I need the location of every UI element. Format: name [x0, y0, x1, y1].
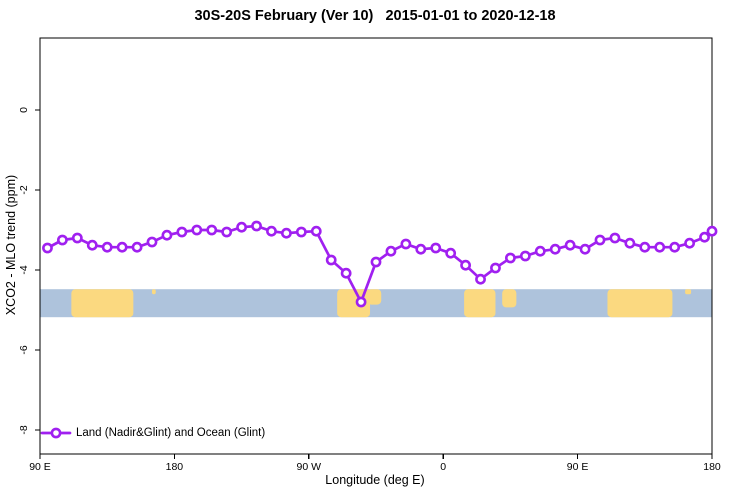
- land-patch-south-america-east: [367, 289, 382, 305]
- series-marker: [594, 234, 606, 246]
- y-axis-label: XCO2 - MLO trend (ppm): [4, 174, 18, 316]
- x-tick-label-1: 180: [166, 461, 184, 473]
- series-marker: [519, 250, 531, 262]
- x-tick-label-5: 180: [703, 461, 721, 473]
- series-marker: [445, 247, 457, 259]
- series-marker: [699, 231, 710, 243]
- series-marker: [251, 220, 262, 232]
- x-tick-label-0: 90 E: [29, 461, 51, 473]
- series-marker: [430, 242, 442, 254]
- series-marker: [71, 232, 83, 244]
- series-marker: [57, 234, 68, 246]
- land-patch-new-caledonia-wrap2: [685, 289, 692, 295]
- series-marker: [504, 252, 516, 264]
- series-marker: [101, 241, 113, 253]
- x-tick-label-3: 0: [440, 461, 446, 473]
- series-marker: [161, 229, 173, 241]
- land-patch-madagascar: [502, 289, 517, 308]
- y-tick-label-2: -4: [18, 265, 30, 274]
- series-marker: [460, 259, 471, 271]
- series-marker: [684, 237, 695, 249]
- plot-border: [39, 37, 713, 455]
- legend-label: Land (Nadir&Glint) and Ocean (Glint): [76, 427, 266, 439]
- y-tick-label-0: 0: [18, 107, 30, 113]
- land-patch-new-caledonia: [152, 289, 156, 295]
- series-marker: [654, 241, 666, 253]
- series-marker: [609, 232, 621, 244]
- land-patch-australia: [71, 289, 134, 318]
- series-marker: [340, 267, 352, 279]
- page-title: 30S-20S February (Ver 10) 2015-01-01 to …: [194, 8, 556, 24]
- series-marker: [295, 226, 307, 238]
- y-tick-label-3: -6: [18, 345, 30, 354]
- series-marker: [266, 225, 277, 237]
- series-marker: [534, 245, 546, 257]
- series-marker: [206, 224, 218, 236]
- series-marker: [176, 226, 188, 238]
- series-marker: [706, 225, 718, 237]
- land-patch-africa: [464, 289, 496, 318]
- x-tick-label-2: 90 W: [297, 461, 322, 473]
- series-marker: [475, 273, 486, 285]
- y-tick-label-1: -2: [18, 185, 30, 194]
- series-marker: [116, 241, 128, 253]
- series-marker: [146, 236, 158, 248]
- series-line: [46, 224, 714, 304]
- series-marker: [490, 262, 501, 274]
- series-marker: [415, 243, 427, 255]
- series-marker: [639, 241, 651, 253]
- series-marker: [310, 225, 322, 237]
- series-marker: [221, 226, 233, 238]
- series-marker: [669, 241, 681, 253]
- series-marker: [564, 239, 576, 251]
- series-marker: [579, 243, 591, 255]
- series-marker: [370, 256, 382, 268]
- series-marker: [280, 227, 292, 239]
- series-marker: [549, 243, 561, 255]
- series-marker: [325, 254, 337, 266]
- series-marker: [86, 239, 98, 251]
- x-tick-label-4: 90 E: [567, 461, 589, 473]
- series-marker: [385, 245, 397, 257]
- series-marker: [236, 221, 247, 233]
- series-marker: [355, 296, 367, 308]
- x-axis-label: Longitude (deg E): [325, 473, 425, 487]
- series-marker: [624, 237, 636, 249]
- series-marker: [131, 241, 143, 253]
- series-marker: [191, 224, 203, 236]
- series-marker: [42, 242, 53, 254]
- legend-marker-sample: [50, 427, 62, 439]
- series-marker: [400, 238, 412, 250]
- land-patch-australia-wrap2: [607, 289, 673, 318]
- y-tick-label-4: -8: [18, 425, 30, 434]
